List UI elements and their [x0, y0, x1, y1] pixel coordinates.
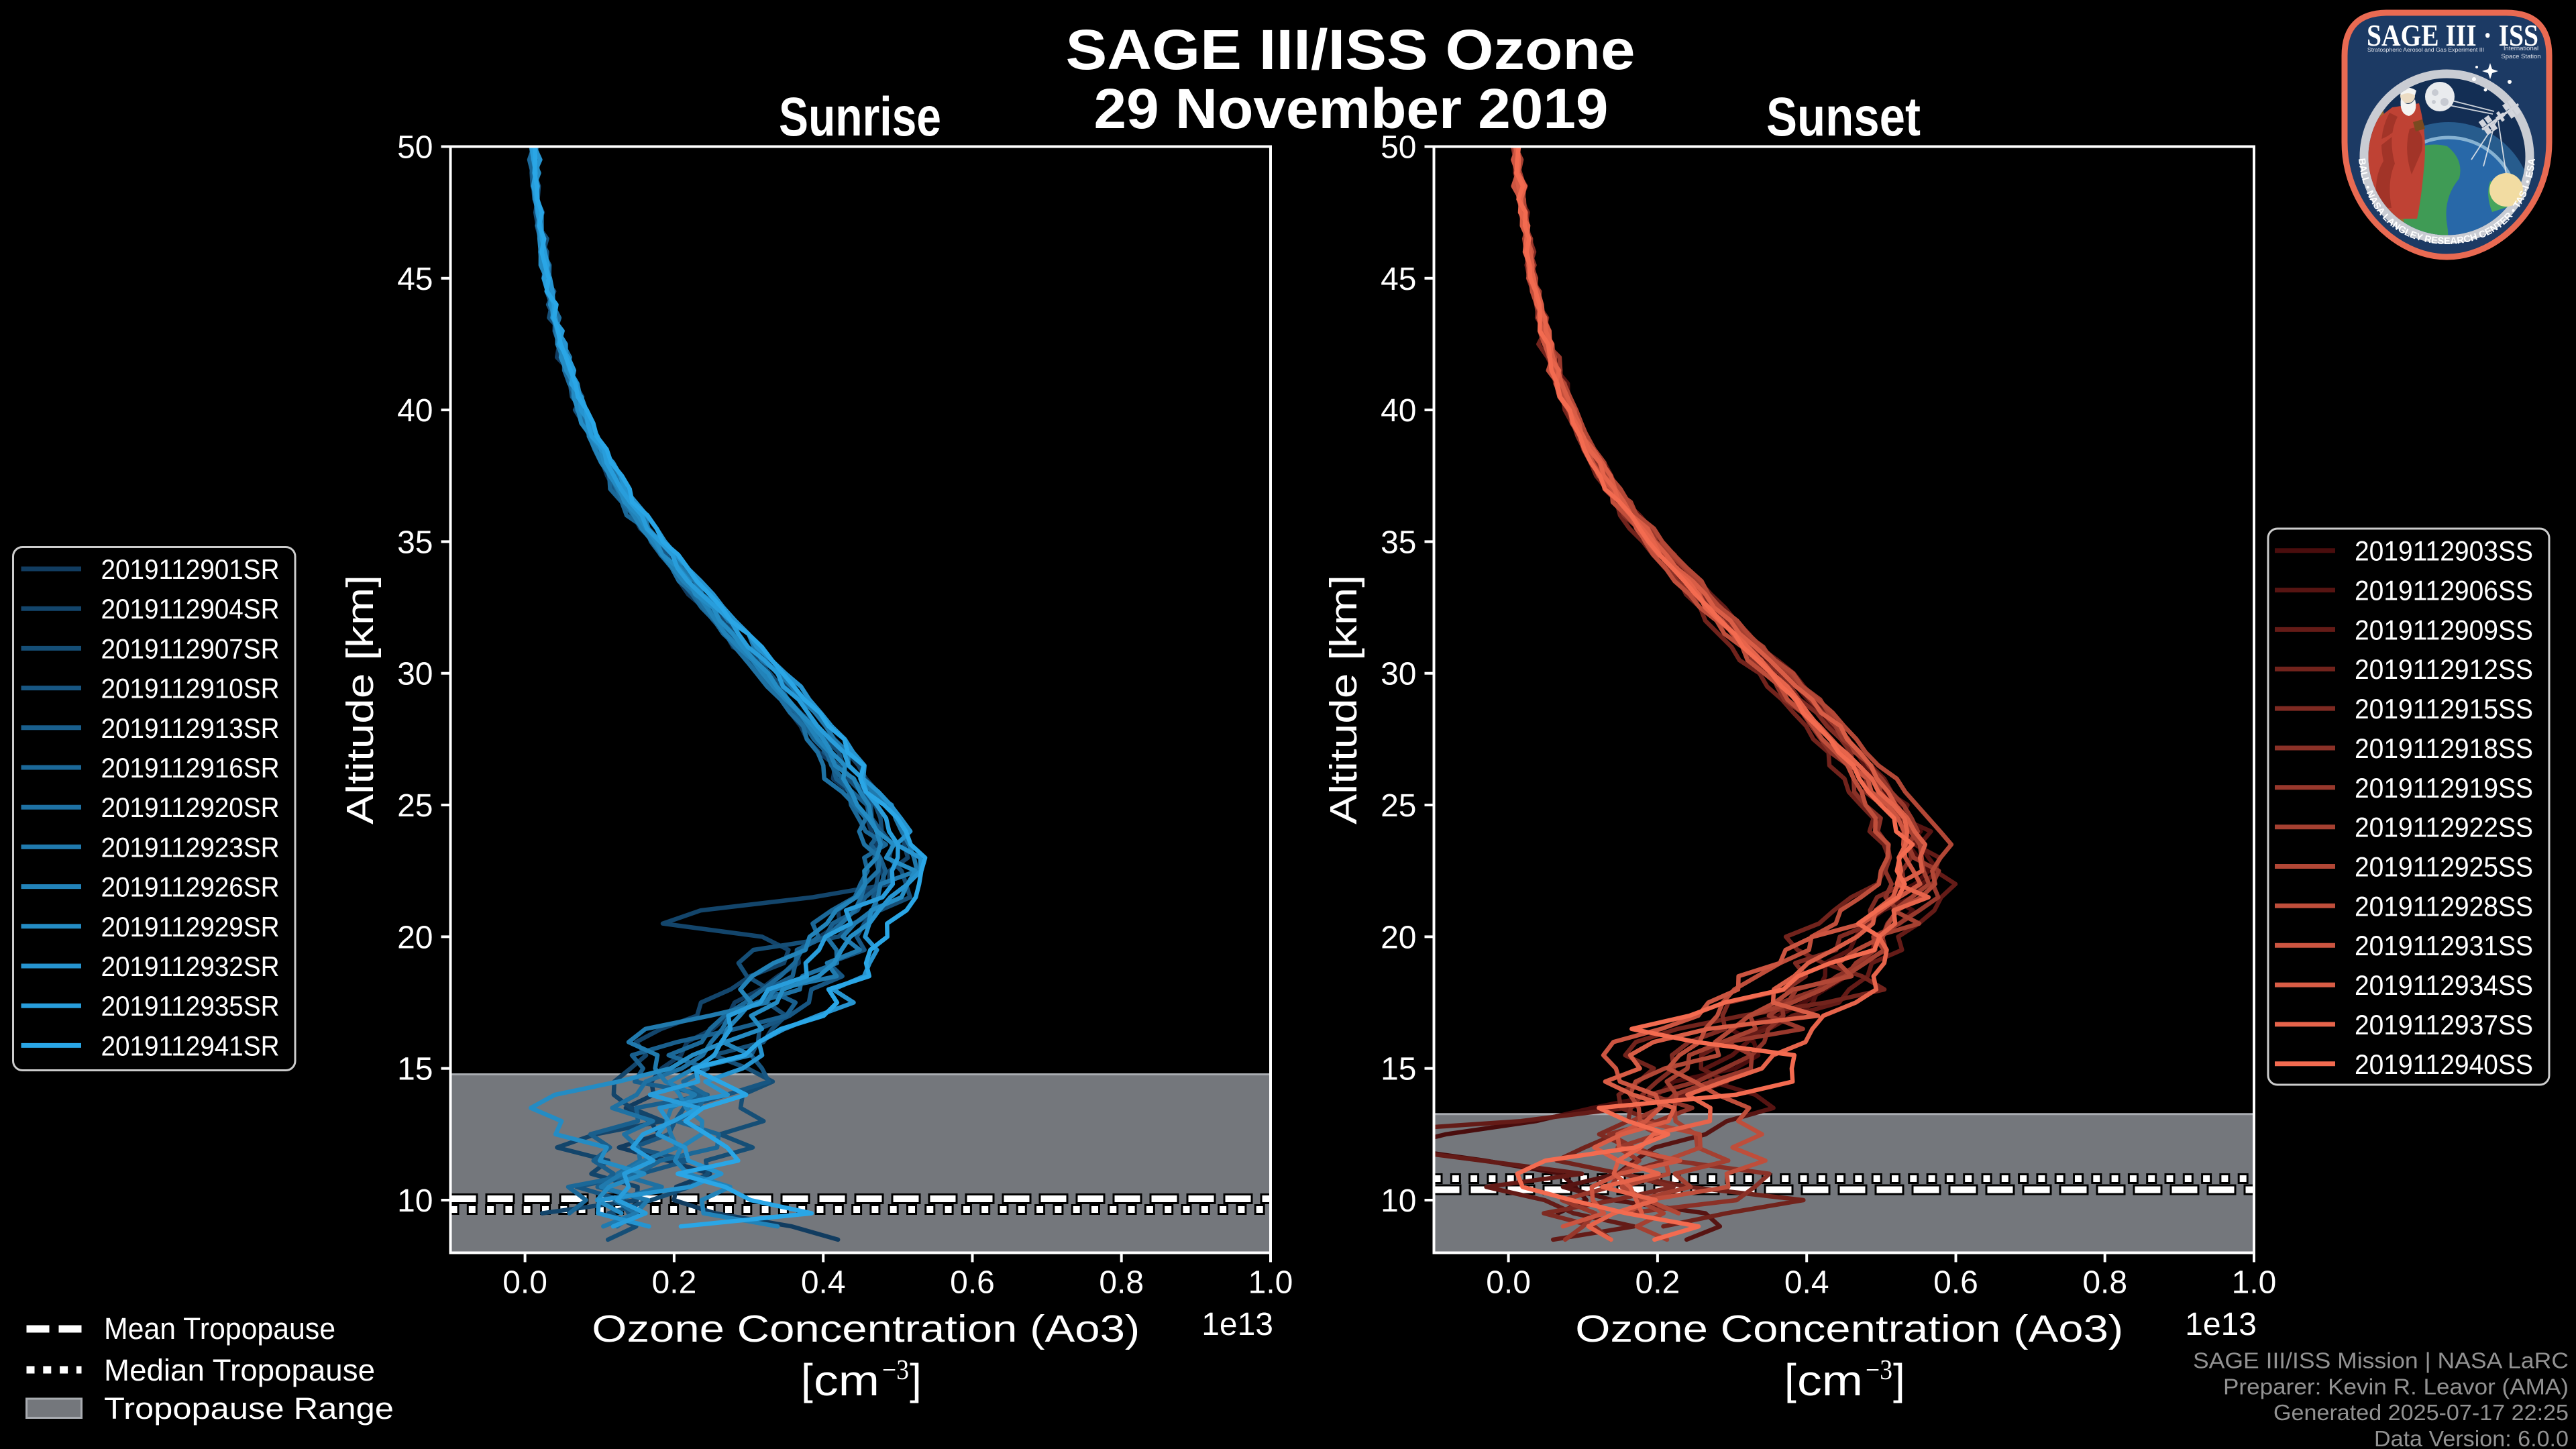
svg-text:20: 20 — [397, 920, 433, 955]
svg-text:0.8: 0.8 — [2082, 1265, 2127, 1301]
svg-text:Ozone Concentration (Ao3): Ozone Concentration (Ao3) — [592, 1307, 1140, 1350]
svg-text:1e13: 1e13 — [2185, 1307, 2257, 1342]
svg-text:2019112932SR: 2019112932SR — [101, 951, 280, 982]
svg-text:]: ] — [910, 1355, 922, 1403]
svg-text:Median Tropopause: Median Tropopause — [104, 1353, 375, 1387]
svg-text:50: 50 — [1381, 130, 1416, 166]
svg-text:Ozone Concentration (Ao3): Ozone Concentration (Ao3) — [1575, 1307, 2123, 1350]
svg-text:Preparer: Kevin R. Leavor (AMA: Preparer: Kevin R. Leavor (AMA) — [2223, 1375, 2569, 1399]
svg-text:2019112904SR: 2019112904SR — [101, 593, 280, 625]
svg-text:2019112915SS: 2019112915SS — [2355, 693, 2533, 724]
svg-text:2019112913SR: 2019112913SR — [101, 712, 280, 744]
svg-text:2019112918SS: 2019112918SS — [2355, 733, 2533, 764]
svg-text:2019112937SS: 2019112937SS — [2355, 1009, 2533, 1040]
svg-text:2019112910SR: 2019112910SR — [101, 673, 280, 704]
svg-text:0.0: 0.0 — [502, 1265, 547, 1301]
svg-text:40: 40 — [1381, 393, 1416, 429]
svg-text:45: 45 — [1381, 262, 1416, 297]
svg-text:0.4: 0.4 — [801, 1265, 846, 1301]
svg-text:35: 35 — [397, 525, 433, 560]
svg-text:Altitude [km]: Altitude [km] — [339, 575, 382, 824]
svg-text:1.0: 1.0 — [2232, 1265, 2277, 1301]
svg-text:0.0: 0.0 — [1486, 1265, 1531, 1301]
svg-text:20: 20 — [1381, 920, 1416, 955]
svg-text:0.4: 0.4 — [1784, 1265, 1829, 1301]
svg-text:Stratospheric Aerosol and Gas: Stratospheric Aerosol and Gas Experiment… — [2367, 46, 2484, 53]
svg-text:2019112929SR: 2019112929SR — [101, 911, 280, 943]
svg-text:2019112903SS: 2019112903SS — [2355, 535, 2533, 567]
svg-text:2019112901SR: 2019112901SR — [101, 553, 280, 585]
svg-text:2019112906SS: 2019112906SS — [2355, 575, 2533, 606]
svg-text:2019112919SS: 2019112919SS — [2355, 772, 2533, 804]
svg-text:0.6: 0.6 — [1933, 1265, 1978, 1301]
svg-text:2019112925SS: 2019112925SS — [2355, 851, 2533, 883]
svg-text:1e13: 1e13 — [1201, 1307, 1273, 1342]
svg-text:2019112907SR: 2019112907SR — [101, 633, 280, 664]
svg-text:2019112941SR: 2019112941SR — [101, 1030, 280, 1061]
svg-text:30: 30 — [1381, 657, 1416, 692]
svg-text:−3: −3 — [882, 1355, 909, 1386]
svg-text:2019112909SS: 2019112909SS — [2355, 614, 2533, 645]
svg-text:10: 10 — [397, 1183, 433, 1219]
svg-text:0.2: 0.2 — [1635, 1265, 1680, 1301]
svg-text:2019112931SS: 2019112931SS — [2355, 930, 2533, 961]
svg-text:2019112926SR: 2019112926SR — [101, 871, 280, 903]
svg-text:SAGE III · ISS: SAGE III · ISS — [2367, 18, 2538, 52]
svg-text:[: [ — [1784, 1355, 1796, 1403]
svg-text:Sunrise: Sunrise — [779, 87, 941, 148]
svg-text:Altitude [km]: Altitude [km] — [1322, 575, 1365, 824]
svg-text:10: 10 — [1381, 1183, 1416, 1219]
svg-text:International: International — [2504, 45, 2538, 52]
svg-text:40: 40 — [397, 393, 433, 429]
svg-text:Space Station: Space Station — [2501, 53, 2540, 60]
svg-text:2019112923SR: 2019112923SR — [101, 831, 280, 863]
svg-text:Data Version: 6.0.0: Data Version: 6.0.0 — [2374, 1427, 2569, 1449]
svg-text:29 November 2019: 29 November 2019 — [1094, 77, 1609, 140]
svg-text:2019112928SS: 2019112928SS — [2355, 890, 2533, 922]
svg-text:2019112940SS: 2019112940SS — [2355, 1049, 2533, 1080]
svg-text:15: 15 — [1381, 1052, 1416, 1087]
svg-text:−3: −3 — [1866, 1355, 1892, 1386]
svg-text:45: 45 — [397, 262, 433, 297]
svg-text:2019112916SR: 2019112916SR — [101, 752, 280, 784]
svg-text:50: 50 — [397, 130, 433, 166]
svg-text:[: [ — [801, 1355, 813, 1403]
svg-text:2019112935SR: 2019112935SR — [101, 990, 280, 1022]
svg-text:2019112934SS: 2019112934SS — [2355, 969, 2533, 1001]
svg-text:25: 25 — [1381, 788, 1416, 824]
svg-text:0.8: 0.8 — [1099, 1265, 1144, 1301]
svg-text:2019112912SS: 2019112912SS — [2355, 653, 2533, 685]
svg-text:2019112920SR: 2019112920SR — [101, 792, 280, 823]
svg-text:Sunset: Sunset — [1766, 87, 1921, 148]
svg-text:cm: cm — [814, 1356, 879, 1405]
svg-text:Mean Tropopause: Mean Tropopause — [104, 1311, 335, 1346]
svg-text:15: 15 — [397, 1052, 433, 1087]
svg-text:30: 30 — [397, 657, 433, 692]
svg-text:SAGE III/ISS Mission | NASA La: SAGE III/ISS Mission | NASA LaRC — [2193, 1348, 2569, 1373]
svg-text:0.6: 0.6 — [950, 1265, 995, 1301]
svg-text:cm: cm — [1797, 1356, 1863, 1405]
svg-text:Generated 2025-07-17 22:25: Generated 2025-07-17 22:25 — [2273, 1401, 2569, 1426]
svg-text:2019112922SS: 2019112922SS — [2355, 812, 2533, 843]
svg-text:0.2: 0.2 — [652, 1265, 697, 1301]
svg-text:]: ] — [1893, 1355, 1905, 1403]
svg-text:Tropopause Range: Tropopause Range — [104, 1391, 394, 1426]
svg-text:1.0: 1.0 — [1248, 1265, 1293, 1301]
svg-text:35: 35 — [1381, 525, 1416, 560]
svg-text:25: 25 — [397, 788, 433, 824]
svg-text:SAGE III/ISS Ozone: SAGE III/ISS Ozone — [1066, 18, 1635, 81]
